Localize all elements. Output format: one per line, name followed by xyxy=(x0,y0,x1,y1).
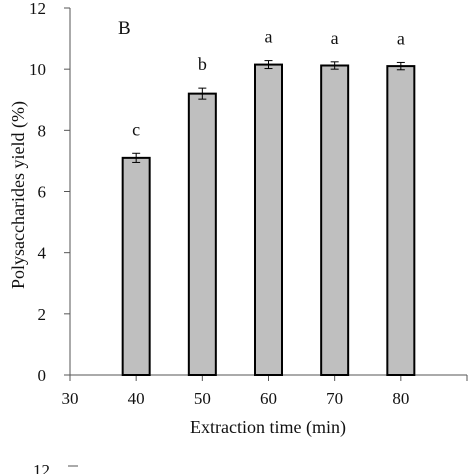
y-axis-title: Polysaccharides yield (%) xyxy=(8,101,29,289)
significance-letter: a xyxy=(331,28,339,48)
error-bars xyxy=(132,60,405,163)
y-tick-label: 8 xyxy=(38,121,47,140)
x-axis: 30 40 50 60 70 80 xyxy=(62,374,468,408)
y-tick-label: 6 xyxy=(38,183,47,202)
x-tick-label: 70 xyxy=(326,389,343,408)
x-tick-label: 80 xyxy=(392,389,409,408)
next-panel-y-tick: 12 xyxy=(33,461,50,474)
y-tick-label: 2 xyxy=(38,305,47,324)
error-bar xyxy=(132,152,141,163)
significance-letter: b xyxy=(198,54,207,74)
significance-letter: c xyxy=(132,119,140,139)
significance-letter: a xyxy=(397,28,405,48)
significance-letter: a xyxy=(265,27,273,47)
bar xyxy=(254,63,283,377)
x-axis-title: Extraction time (min) xyxy=(190,417,346,438)
error-bar xyxy=(198,87,207,100)
x-tick-label: 30 xyxy=(62,389,79,408)
error-bar xyxy=(330,61,339,70)
significance-labels: c b a a a xyxy=(132,27,405,140)
panel-label: B xyxy=(118,18,131,39)
error-bar xyxy=(264,60,273,70)
error-bar xyxy=(396,61,405,71)
y-tick-label: 12 xyxy=(29,0,46,18)
y-tick-label: 10 xyxy=(29,60,46,79)
bar xyxy=(121,156,151,376)
bar xyxy=(386,65,416,376)
bar xyxy=(187,92,217,376)
y-tick-label: 4 xyxy=(38,244,47,263)
y-axis: 0 2 4 6 8 10 12 xyxy=(29,0,71,385)
y-tick-label: 0 xyxy=(38,366,47,385)
bars xyxy=(121,63,416,377)
bar xyxy=(320,64,350,376)
x-tick-label: 60 xyxy=(260,389,277,408)
x-tick-label: 50 xyxy=(194,389,211,408)
x-tick-label: 40 xyxy=(128,389,145,408)
